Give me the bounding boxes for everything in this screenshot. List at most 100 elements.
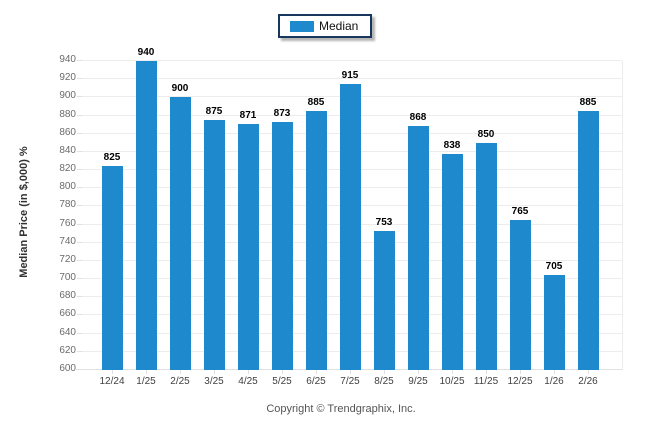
- bar: [577, 111, 599, 370]
- bar: [237, 124, 259, 370]
- bar-value-label: 915: [341, 70, 359, 81]
- y-tick-label: 680: [59, 290, 76, 302]
- y-tick-label: 780: [59, 199, 76, 211]
- y-tick-label: 760: [59, 217, 76, 229]
- bar: [305, 111, 327, 370]
- x-tick-mark: [112, 370, 113, 374]
- bar: [101, 166, 123, 370]
- bar-value-label: 871: [239, 110, 257, 121]
- y-tick-mark: [77, 169, 82, 171]
- bar-value-label: 885: [307, 97, 325, 108]
- x-tick-mark: [214, 370, 215, 374]
- y-tick-mark: [77, 205, 82, 207]
- x-tick-mark: [588, 370, 589, 374]
- x-tick-label: 4/25: [238, 376, 258, 387]
- gridline: [82, 60, 622, 61]
- x-tick-label: 11/25: [473, 376, 499, 387]
- bar: [203, 120, 225, 370]
- plot-right-border: [622, 61, 623, 370]
- y-tick-mark: [77, 150, 82, 152]
- y-tick-label: 860: [59, 126, 76, 138]
- bar: [135, 61, 157, 370]
- x-tick-label: 9/25: [408, 376, 428, 387]
- x-tick-label: 6/25: [306, 376, 326, 387]
- y-tick-mark: [77, 60, 82, 61]
- bar: [407, 126, 429, 370]
- legend-swatch-median: [290, 20, 314, 32]
- y-tick-label: 880: [59, 108, 76, 120]
- bar: [339, 84, 361, 370]
- y-tick-mark: [77, 96, 82, 98]
- bar: [441, 154, 463, 370]
- bar: [271, 122, 293, 370]
- y-axis-title: Median Price (in $,000) %: [18, 146, 30, 278]
- x-tick-mark: [452, 370, 453, 374]
- y-tick-mark: [77, 259, 82, 261]
- x-tick-label: 8/25: [374, 376, 394, 387]
- bar-value-label: 940: [137, 47, 155, 58]
- x-tick-mark: [418, 370, 419, 374]
- y-tick-label: 660: [59, 308, 76, 320]
- gridline: [82, 78, 622, 80]
- y-tick-label: 940: [59, 54, 76, 65]
- x-tick-mark: [316, 370, 317, 374]
- x-tick-mark: [146, 370, 147, 374]
- y-tick-mark: [77, 332, 82, 334]
- bar: [509, 220, 531, 370]
- bar-value-label: 850: [477, 129, 495, 140]
- bar: [543, 275, 565, 370]
- y-tick-mark: [77, 350, 82, 352]
- x-tick-label: 7/25: [340, 376, 360, 387]
- y-tick-label: 620: [59, 344, 76, 356]
- y-tick-label: 900: [59, 90, 76, 102]
- x-tick-mark: [180, 370, 181, 374]
- bar-value-label: 825: [103, 152, 121, 163]
- x-tick-mark: [554, 370, 555, 374]
- y-tick-mark: [77, 314, 82, 316]
- bar-value-label: 838: [443, 140, 461, 151]
- y-tick-label: 740: [59, 235, 76, 247]
- copyright-text: Copyright © Trendgraphix, Inc.: [266, 403, 416, 415]
- x-tick-label: 12/24: [99, 376, 125, 387]
- bar-value-label: 765: [511, 206, 529, 217]
- legend-label-median: Median: [319, 19, 359, 33]
- x-tick-label: 10/25: [439, 376, 465, 387]
- bar: [169, 97, 191, 370]
- y-tick-mark: [77, 114, 82, 116]
- y-tick-mark: [77, 241, 82, 243]
- y-tick-mark: [77, 223, 82, 225]
- y-tick-label: 720: [59, 253, 76, 265]
- y-tick-mark: [77, 132, 82, 134]
- x-tick-label: 3/25: [204, 376, 224, 387]
- x-tick-mark: [350, 370, 351, 374]
- x-tick-mark: [282, 370, 283, 374]
- y-tick-label: 820: [59, 163, 76, 175]
- x-tick-label: 1/25: [136, 376, 156, 387]
- bar: [475, 143, 497, 370]
- bar-value-label: 900: [171, 83, 189, 94]
- y-tick-label: 840: [59, 144, 76, 156]
- x-tick-mark: [384, 370, 385, 374]
- y-tick-mark: [77, 187, 82, 189]
- bar-value-label: 885: [579, 97, 597, 108]
- legend: Median: [278, 14, 373, 38]
- y-tick-mark: [77, 278, 82, 280]
- x-tick-label: 12/25: [507, 376, 533, 387]
- y-tick-label: 600: [59, 363, 76, 374]
- x-tick-label: 5/25: [272, 376, 292, 387]
- bar-value-label: 753: [375, 217, 393, 228]
- y-tick-label: 700: [59, 272, 76, 284]
- y-tick-mark: [77, 78, 82, 80]
- x-tick-label: 2/26: [578, 376, 598, 387]
- x-tick-mark: [248, 370, 249, 374]
- x-tick-label: 2/25: [170, 376, 190, 387]
- y-tick-mark: [77, 296, 82, 298]
- x-tick-label: 1/26: [544, 376, 564, 387]
- y-tick-label: 800: [59, 181, 76, 193]
- bar: [373, 231, 395, 370]
- x-tick-mark: [520, 370, 521, 374]
- y-tick-label: 640: [59, 326, 76, 338]
- y-tick-label: 920: [59, 72, 76, 84]
- x-tick-mark: [486, 370, 487, 374]
